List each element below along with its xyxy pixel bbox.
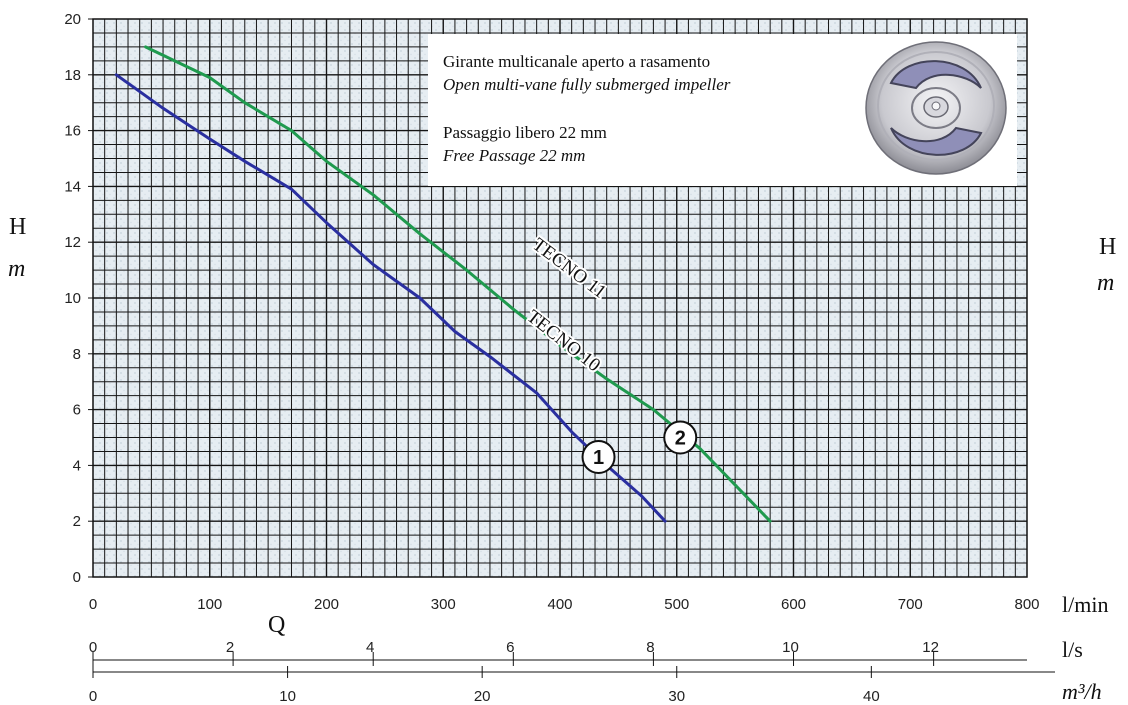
y-tick-label: 18 <box>64 67 81 84</box>
y-tick-label: 0 <box>73 569 81 586</box>
x-tick-label: 0 <box>89 596 97 613</box>
y-tick-label: 6 <box>73 402 81 419</box>
y-tick-label: 12 <box>64 234 81 251</box>
secondary-tick-label-ls: 12 <box>922 639 939 656</box>
annotation-line-2: Open multi-vane fully submerged impeller <box>443 75 731 94</box>
x-tick-label: 400 <box>547 596 572 613</box>
annotation-line-3: Passaggio libero 22 mm <box>443 123 607 142</box>
secondary-axes: 0 2 4 6 8 10 12 l/s 0 10 20 30 40 m³/h <box>89 637 1102 705</box>
y-axis-unit-left: m <box>8 256 25 282</box>
x-tick-label: 200 <box>314 596 339 613</box>
marker-circle-1 <box>581 440 616 475</box>
secondary-tick-label-m3h: 30 <box>668 688 685 705</box>
y-tick-label: 20 <box>64 11 81 28</box>
y-tick-label: 10 <box>64 290 81 307</box>
curve-markers: 12 <box>581 420 698 475</box>
x-tick-label: 700 <box>898 596 923 613</box>
x-tick-label: 800 <box>1014 596 1039 613</box>
annotation-line-1: Girante multicanale aperto a rasamento <box>443 52 710 71</box>
x-axis-label: Q <box>268 612 285 638</box>
x-unit-ls: l/s <box>1062 637 1083 662</box>
y-tick-label: 2 <box>73 513 81 530</box>
secondary-tick-label-ls: 2 <box>226 639 234 656</box>
secondary-tick-label-m3h: 0 <box>89 688 97 705</box>
marker-number-1: 1 <box>593 447 604 469</box>
x-tick-label: 300 <box>431 596 456 613</box>
secondary-tick-label-m3h: 40 <box>863 688 880 705</box>
secondary-tick-label-ls: 4 <box>366 639 374 656</box>
x-unit-m3h: m³/h <box>1062 679 1102 704</box>
y-tick-label: 16 <box>64 123 81 140</box>
secondary-tick-label-ls: 8 <box>646 639 654 656</box>
marker-number-2: 2 <box>675 428 686 450</box>
annotation-line-4: Free Passage 22 mm <box>442 146 585 165</box>
y-tick-label: 14 <box>64 178 81 195</box>
x-tick-label: 600 <box>781 596 806 613</box>
marker-circle-2 <box>663 420 698 455</box>
secondary-tick-label-m3h: 10 <box>279 688 296 705</box>
impeller-image <box>865 41 1007 175</box>
y-tick-label: 8 <box>73 346 81 363</box>
annotation-box: Girante multicanale aperto a rasamento O… <box>428 34 1017 186</box>
secondary-tick-label-ls: 6 <box>506 639 514 656</box>
secondary-tick-label-ls: 10 <box>782 639 799 656</box>
x-tick-label: 500 <box>664 596 689 613</box>
y-axis-label-left: H <box>9 214 26 240</box>
secondary-tick-label-m3h: 20 <box>474 688 491 705</box>
y-axis-unit-right: m <box>1097 270 1114 296</box>
secondary-tick-label-ls: 0 <box>89 639 97 656</box>
y-tick-labels: 0 2 4 6 8 10 12 14 16 18 20 <box>64 11 93 586</box>
x-unit-lmin: l/min <box>1062 592 1108 617</box>
y-tick-label: 4 <box>73 457 81 474</box>
y-axis-label-right: H <box>1099 234 1116 260</box>
x-tick-labels: 0 100 200 300 400 500 600 700 800 <box>89 596 1040 613</box>
x-tick-label: 100 <box>197 596 222 613</box>
